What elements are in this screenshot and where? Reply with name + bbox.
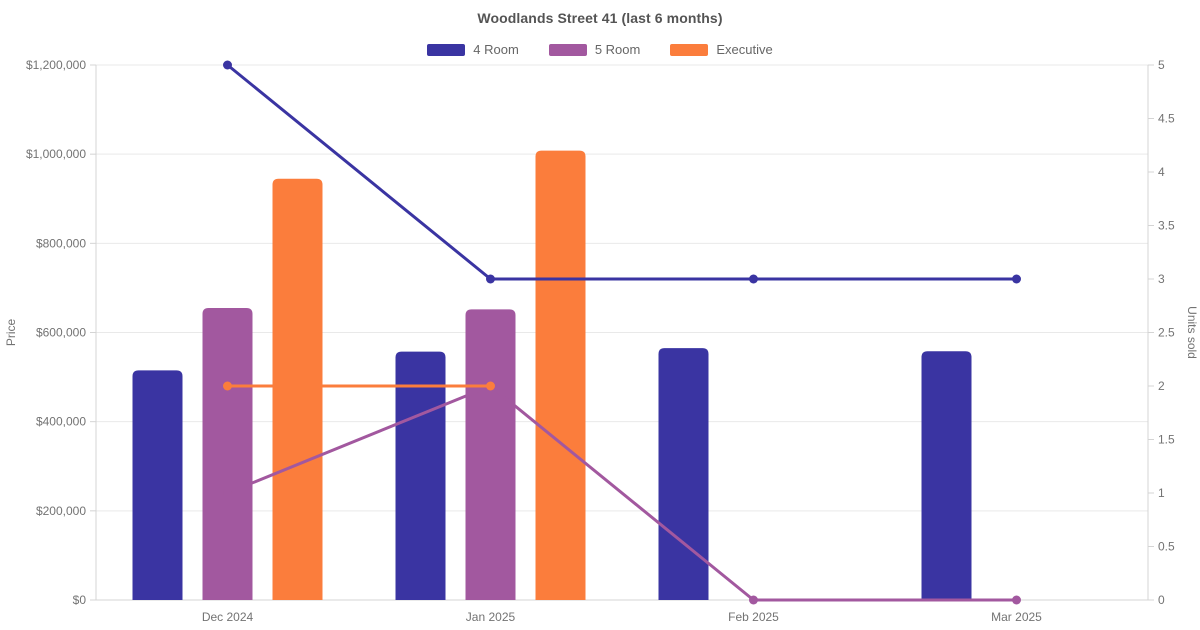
legend-swatch-5-room bbox=[548, 44, 587, 56]
x-axis-label-dec-2024: Dec 2024 bbox=[202, 610, 254, 624]
point-5-room-dec-2024[interactable] bbox=[223, 488, 232, 498]
price-axis-tick-label: $1,000,000 bbox=[26, 147, 86, 161]
units-axis-tick-label: 1.5 bbox=[1158, 433, 1175, 447]
units-axis-tick-label: 2.5 bbox=[1158, 326, 1175, 340]
bar-4-room-feb-2025[interactable] bbox=[658, 348, 709, 600]
x-axis-label-jan-2025: Jan 2025 bbox=[466, 610, 516, 624]
bar-executive-jan-2025[interactable] bbox=[535, 150, 586, 600]
legend-item-executive[interactable]: Executive bbox=[670, 42, 773, 57]
units-axis-tick-label: 2 bbox=[1158, 379, 1165, 393]
chart-title: Woodlands Street 41 (last 6 months) bbox=[477, 10, 723, 26]
point-4-room-mar-2025[interactable] bbox=[1012, 274, 1021, 284]
units-axis-tick-label: 0.5 bbox=[1158, 540, 1175, 554]
units-axis-tick-label: 4 bbox=[1158, 165, 1165, 179]
right-axis-title: Units sold bbox=[1185, 306, 1199, 359]
units-axis-tick-label: 4.5 bbox=[1158, 112, 1175, 126]
point-4-room-jan-2025[interactable] bbox=[486, 274, 495, 284]
point-executive-dec-2024[interactable] bbox=[223, 381, 232, 391]
point-5-room-feb-2025[interactable] bbox=[749, 595, 758, 605]
chart-legend: 4 Room 5 Room Executive bbox=[0, 42, 1200, 58]
bar-4-room-jan-2025[interactable] bbox=[395, 351, 446, 600]
legend-label-executive: Executive bbox=[716, 42, 773, 57]
units-axis-tick-label: 3 bbox=[1158, 272, 1165, 286]
units-axis-tick-label: 1 bbox=[1158, 486, 1165, 500]
units-axis-tick-label: 5 bbox=[1158, 58, 1165, 72]
bar-5-room-jan-2025[interactable] bbox=[465, 309, 516, 600]
units-axis-tick-label: 3.5 bbox=[1158, 219, 1175, 233]
bar-4-room-dec-2024[interactable] bbox=[132, 370, 183, 600]
point-4-room-dec-2024[interactable] bbox=[223, 60, 232, 70]
price-axis-tick-label: $1,200,000 bbox=[26, 58, 86, 72]
point-executive-jan-2025[interactable] bbox=[486, 381, 495, 391]
legend-swatch-executive bbox=[670, 44, 709, 56]
x-axis-label-mar-2025: Mar 2025 bbox=[991, 610, 1042, 624]
units-axis-tick-label: 0 bbox=[1158, 593, 1165, 607]
price-axis-tick-label: $600,000 bbox=[36, 326, 86, 340]
price-axis-tick-label: $0 bbox=[73, 593, 87, 607]
price-axis-tick-label: $200,000 bbox=[36, 504, 86, 518]
legend-swatch-4-room bbox=[427, 44, 466, 56]
line-4-room bbox=[226, 63, 1018, 281]
legend-item-5-room[interactable]: 5 Room bbox=[548, 42, 641, 57]
bar-5-room-dec-2024[interactable] bbox=[202, 307, 253, 600]
x-axis-label-feb-2025: Feb 2025 bbox=[728, 610, 779, 624]
legend-label-5-room: 5 Room bbox=[594, 42, 641, 57]
left-axis-title: Price bbox=[4, 319, 18, 347]
line-5-room bbox=[226, 384, 1018, 602]
price-axis-tick-label: $400,000 bbox=[36, 415, 86, 429]
bar-4-room-mar-2025[interactable] bbox=[921, 351, 972, 600]
point-5-room-mar-2025[interactable] bbox=[1012, 595, 1021, 605]
legend-item-4-room[interactable]: 4 Room bbox=[427, 43, 519, 57]
price-axis-tick-label: $800,000 bbox=[36, 236, 86, 250]
point-4-room-feb-2025[interactable] bbox=[749, 274, 758, 284]
bar-executive-dec-2024[interactable] bbox=[272, 178, 323, 600]
legend-label-4-room: 4 Room bbox=[473, 42, 519, 57]
